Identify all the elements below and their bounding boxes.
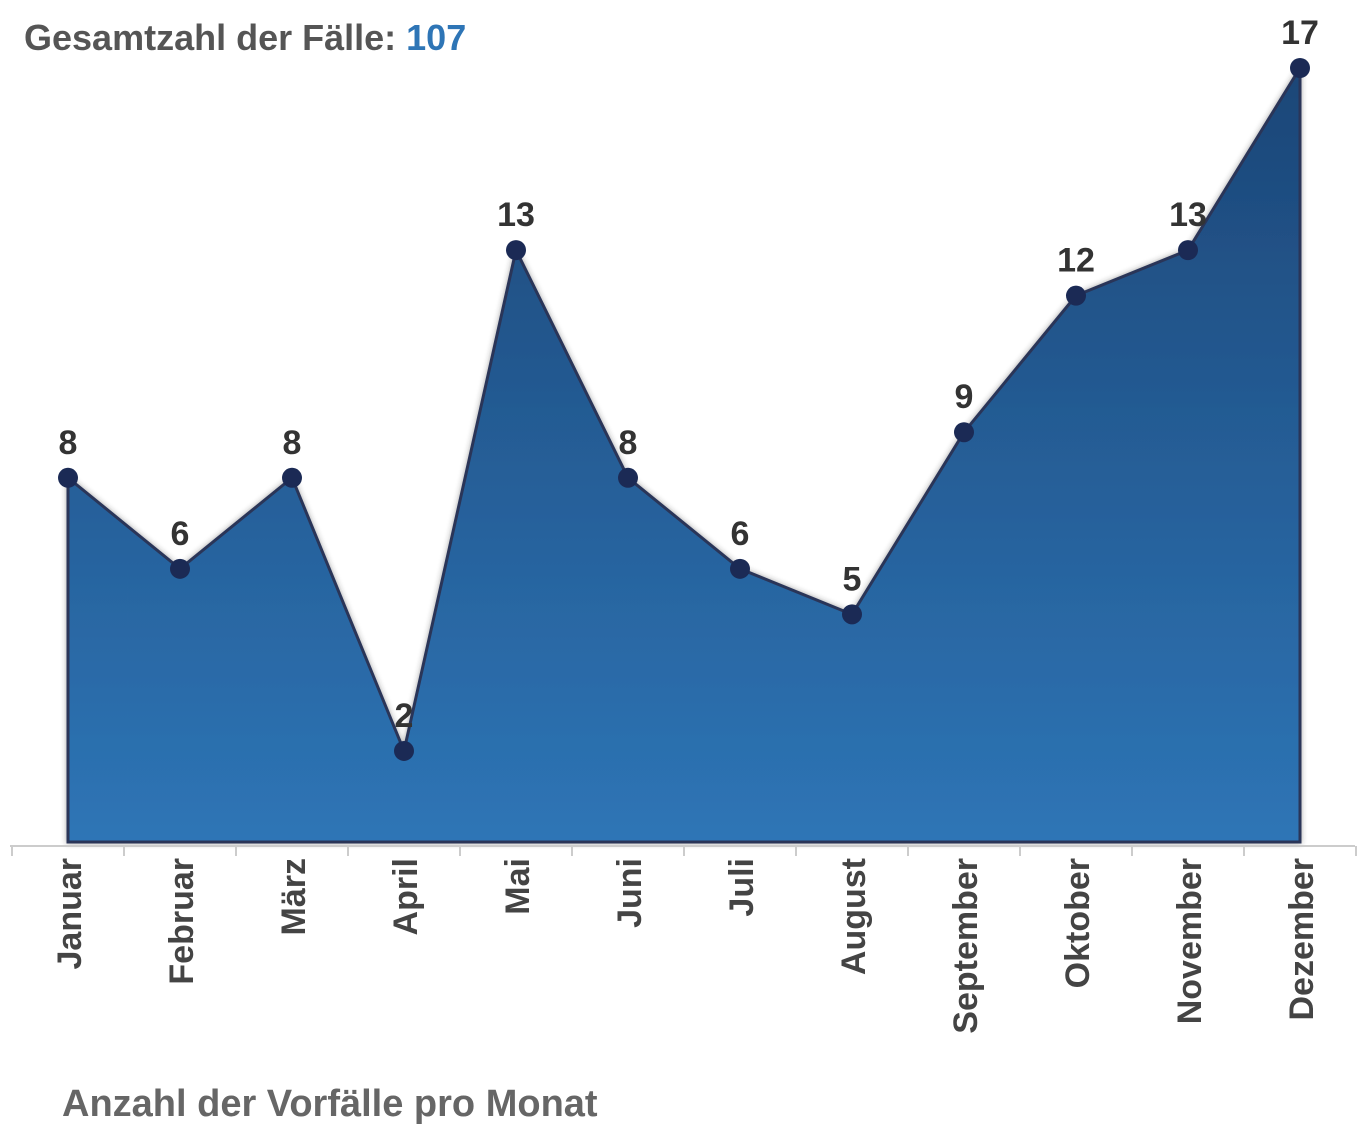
x-tick-label: Januar bbox=[51, 858, 89, 970]
title-text: Gesamtzahl der Fälle: bbox=[24, 17, 396, 58]
value-label: 6 bbox=[731, 515, 750, 553]
value-label: 17 bbox=[1281, 14, 1319, 52]
value-label: 12 bbox=[1057, 242, 1095, 280]
x-tick-label: Oktober bbox=[1059, 858, 1097, 988]
point bbox=[1178, 240, 1198, 261]
x-tick-label: April bbox=[387, 858, 425, 935]
point bbox=[1066, 285, 1086, 306]
x-tick-label: Juli bbox=[723, 858, 761, 917]
point bbox=[394, 740, 414, 761]
area bbox=[66, 62, 1302, 844]
point bbox=[170, 558, 190, 579]
point bbox=[58, 467, 78, 488]
x-tick-label: Februar bbox=[163, 858, 201, 985]
value-label: 8 bbox=[619, 424, 638, 462]
value-label: 9 bbox=[955, 378, 974, 416]
value-label: 13 bbox=[1169, 196, 1207, 234]
x-tick-label: September bbox=[947, 858, 985, 1034]
chart-subtitle: Anzahl der Vorfälle pro Monat bbox=[62, 1083, 598, 1124]
point bbox=[842, 604, 862, 625]
x-tick-label: Mai bbox=[499, 858, 537, 915]
value-label: 8 bbox=[283, 424, 302, 462]
value-label: 13 bbox=[497, 196, 535, 234]
x-tick-label: Dezember bbox=[1283, 858, 1321, 1021]
x-tick-label: August bbox=[835, 858, 873, 975]
x-tick-label: Juni bbox=[611, 858, 649, 928]
point bbox=[506, 240, 526, 261]
x-tick-label: März bbox=[275, 858, 313, 935]
point bbox=[618, 467, 638, 488]
point bbox=[730, 558, 750, 579]
value-label: 8 bbox=[59, 424, 78, 462]
value-label: 2 bbox=[395, 697, 414, 735]
point bbox=[954, 422, 974, 443]
value-label: 6 bbox=[171, 515, 190, 553]
chart-title: Gesamtzahl der Fälle: 107 bbox=[24, 17, 466, 58]
point bbox=[1290, 58, 1310, 78]
point bbox=[282, 467, 302, 488]
x-tick-label: November bbox=[1171, 858, 1209, 1024]
total: 107 bbox=[406, 17, 466, 58]
value-label: 5 bbox=[843, 560, 862, 598]
